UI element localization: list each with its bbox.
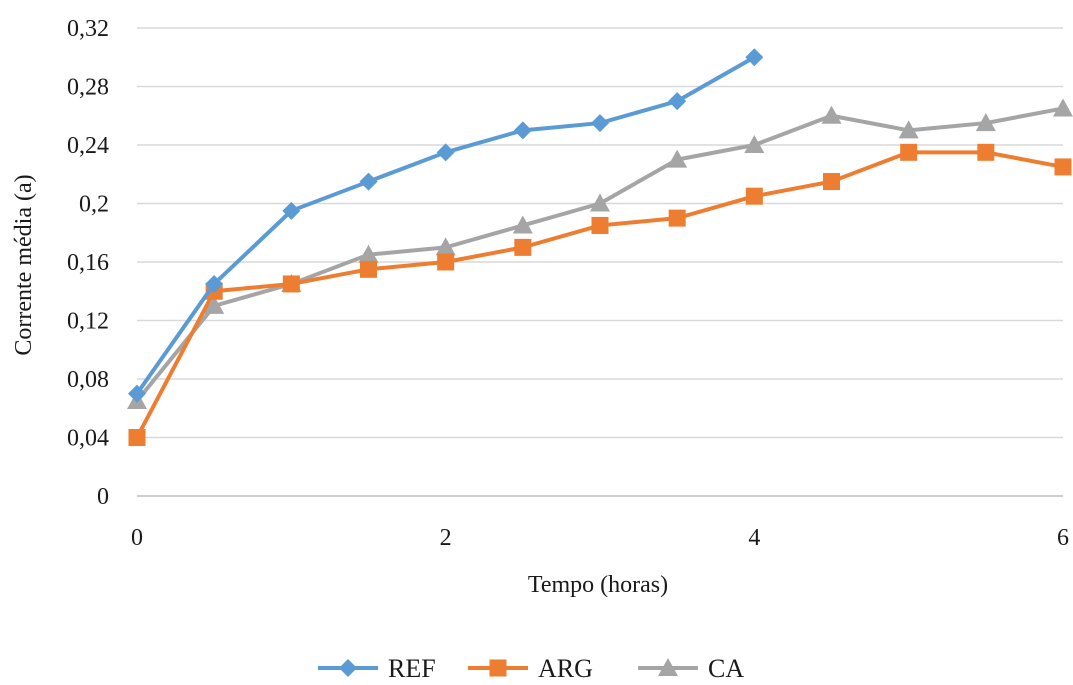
series-ref xyxy=(128,48,764,403)
data-point xyxy=(282,201,301,220)
data-point xyxy=(1053,98,1073,117)
y-axis-title: Corrente média (a) xyxy=(11,174,37,355)
y-tick-label: 0,2 xyxy=(79,192,109,218)
data-point xyxy=(590,193,610,212)
legend-label: ARG xyxy=(538,654,593,683)
series-layer xyxy=(127,48,1073,446)
data-point xyxy=(821,105,842,124)
data-point xyxy=(745,187,763,205)
data-point xyxy=(744,135,765,153)
legend-marker xyxy=(489,659,507,677)
x-tick-label: 0 xyxy=(131,525,143,551)
data-point xyxy=(900,143,918,161)
legend-marker xyxy=(658,658,678,676)
y-tick-label: 0,16 xyxy=(67,250,109,276)
data-point xyxy=(1054,158,1072,176)
y-axis-tick-labels: 0 0,04 0,08 0,12 0,16 0,2 0,24 0,28 0,32 xyxy=(67,16,109,510)
data-point xyxy=(591,114,609,133)
legend-item-arg: ARG xyxy=(468,654,593,683)
data-point xyxy=(745,48,764,67)
data-point xyxy=(436,143,455,162)
legend-label: CA xyxy=(708,654,744,683)
y-tick-label: 0,08 xyxy=(67,367,109,393)
legend: REF ARG CA xyxy=(318,654,744,683)
data-point xyxy=(668,92,687,111)
series-line xyxy=(135,55,756,395)
data-point xyxy=(437,253,455,271)
data-point xyxy=(128,384,146,403)
data-point xyxy=(512,215,533,234)
data-point xyxy=(358,244,379,263)
y-tick-label: 0 xyxy=(97,484,109,510)
legend-marker xyxy=(339,659,357,677)
data-point xyxy=(513,121,532,140)
y-tick-label: 0,04 xyxy=(67,426,109,452)
data-point xyxy=(514,238,532,256)
data-point xyxy=(128,429,146,446)
data-point xyxy=(204,295,225,314)
data-point xyxy=(977,143,995,161)
data-point xyxy=(975,113,996,132)
series-arg xyxy=(128,143,1072,446)
data-point xyxy=(205,274,224,293)
data-point xyxy=(359,172,378,191)
y-tick-label: 0,28 xyxy=(67,75,109,101)
x-tick-label: 2 xyxy=(440,525,452,551)
legend-label: REF xyxy=(388,654,436,683)
data-point xyxy=(668,209,686,227)
legend-item-ref: REF xyxy=(318,654,436,683)
y-tick-label: 0,24 xyxy=(67,133,109,159)
y-tick-label: 0,12 xyxy=(67,309,109,335)
data-point xyxy=(435,237,456,256)
x-tick-label: 4 xyxy=(748,525,760,551)
legend-item-ca: CA xyxy=(638,654,744,683)
data-point xyxy=(360,260,377,278)
data-point xyxy=(282,275,300,293)
data-point xyxy=(667,149,688,168)
data-point xyxy=(591,216,609,234)
x-axis-tick-labels: 0 2 4 6 xyxy=(131,525,1069,551)
data-point xyxy=(823,173,840,191)
x-axis-title: Tempo (horas) xyxy=(528,572,668,598)
x-tick-label: 6 xyxy=(1057,525,1069,551)
data-point xyxy=(898,120,919,139)
y-tick-label: 0,32 xyxy=(67,16,109,42)
gridlines xyxy=(137,27,1063,497)
